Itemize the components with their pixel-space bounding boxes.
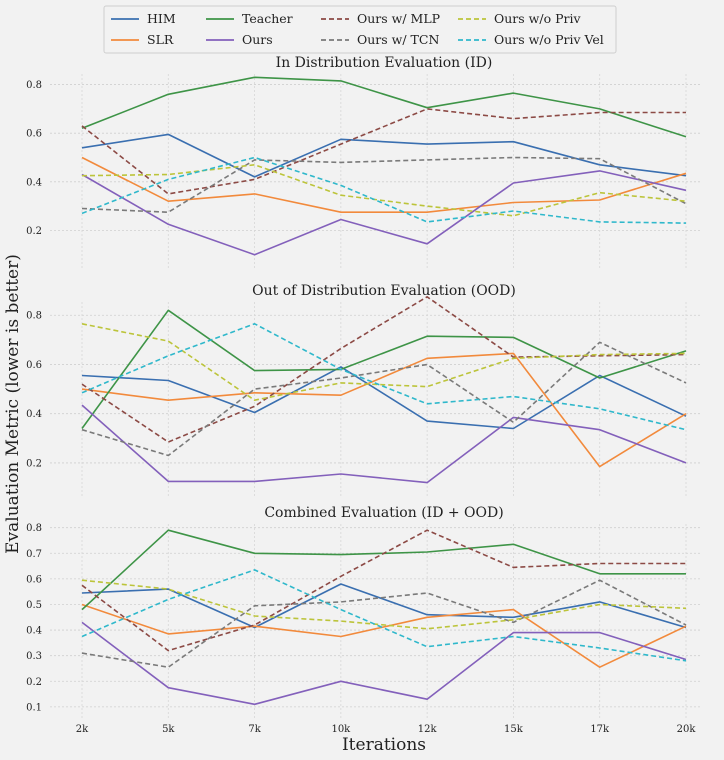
panel-3: Combined Evaluation (ID + OOD) 0.1 0.2 0.3 0… <box>26 505 700 735</box>
legend-label-ours: Ours <box>242 32 273 47</box>
x-tick-label: 10k <box>331 724 351 735</box>
legend-label-ours-w-o-priv-vel: Ours w/o Priv Vel <box>494 32 604 47</box>
x-tick-label: 2k <box>76 724 89 735</box>
series-line-ours-w-o-priv <box>81 164 687 217</box>
series-line-ours-w-tcn <box>81 156 687 213</box>
series-line-ours-w-o-priv <box>81 323 687 402</box>
series-line-slr <box>81 603 687 669</box>
legend-label-ours-w-mlp: Ours w/ MLP <box>357 11 440 26</box>
y-tick-label: 0.8 <box>26 80 42 91</box>
x-axis-label: Iterations <box>342 735 426 755</box>
series-line-slr <box>81 352 687 468</box>
series-line-him <box>81 366 687 430</box>
y-tick-label: 0.6 <box>26 360 42 371</box>
legend-label-slr: SLR <box>147 32 174 47</box>
y-tick-label: 0.7 <box>26 549 42 560</box>
series-line-slr <box>81 156 687 213</box>
x-tick-label: 12k <box>418 724 438 735</box>
legend-frame <box>103 5 617 54</box>
x-tick-label: 5k <box>162 724 175 735</box>
panel-title-3: Combined Evaluation (ID + OOD) <box>264 505 503 521</box>
panel-1: In Distribution Evaluation (ID) 0.2 0.4 0.6… <box>26 55 700 268</box>
x-tick-label: 20k <box>677 724 697 735</box>
y-tick-label: 0.2 <box>26 226 42 237</box>
x-tick-label: 15k <box>504 724 524 735</box>
y-tick-label: 0.2 <box>26 458 42 469</box>
x-tick-label: 17k <box>590 724 610 735</box>
y-tick-label: 0.1 <box>26 702 42 713</box>
series-line-ours <box>81 404 687 484</box>
series-line-ours-w-o-priv-vel <box>81 569 687 662</box>
legend-label-ours-w-o-priv: Ours w/o Priv <box>494 11 581 26</box>
series-line-him <box>81 583 687 629</box>
panel-title-1: In Distribution Evaluation (ID) <box>276 55 493 71</box>
legend-items: HIM SLR Teacher Ours Ours w/ MLP Ours w/ TCN O… <box>111 11 604 47</box>
legend-label-him: HIM <box>147 11 176 26</box>
y-axis-label: Evaluation Metric (lower is better) <box>3 254 23 554</box>
series-line-teacher <box>81 309 687 429</box>
series-line-ours-w-tcn <box>81 579 687 669</box>
y-tick-label: 0.6 <box>26 129 42 140</box>
series-line-ours <box>81 621 687 706</box>
series-line-ours-w-tcn <box>81 341 687 457</box>
legend-label-ours-w-tcn: Ours w/ TCN <box>357 32 439 47</box>
y-tick-label: 0.2 <box>26 677 42 688</box>
x-tick-label: 7k <box>248 724 261 735</box>
panel-title-2: Out of Distribution Evaluation (OOD) <box>252 283 516 299</box>
series-line-ours-w-o-priv-vel <box>81 322 687 431</box>
y-tick-label: 0.4 <box>26 626 42 637</box>
y-tick-label: 0.5 <box>26 600 42 611</box>
y-tick-label: 0.8 <box>26 311 42 322</box>
chart-panels: In Distribution Evaluation (ID) 0.2 0.4 0.6… <box>26 55 700 735</box>
panel-2: Out of Distribution Evaluation (OOD) 0.2 0… <box>26 283 700 496</box>
legend-label-teacher: Teacher <box>242 11 293 26</box>
y-tick-label: 0.8 <box>26 523 42 534</box>
series-line-teacher <box>81 76 687 138</box>
series-line-him <box>81 133 687 178</box>
y-tick-label: 0.3 <box>26 651 42 662</box>
series-line-ours-w-o-priv <box>81 579 687 630</box>
y-tick-label: 0.4 <box>26 409 42 420</box>
series-line-ours-w-o-priv-vel <box>81 156 687 224</box>
series-line-ours <box>81 170 687 256</box>
y-tick-label: 0.6 <box>26 574 42 585</box>
y-tick-label: 0.4 <box>26 177 42 188</box>
series-line-ours-w-mlp <box>81 108 686 195</box>
legend: HIM SLR Teacher Ours Ours w/ MLP Ours w/ TCN O… <box>103 5 617 54</box>
series-line-ours-w-mlp <box>81 529 686 652</box>
series-line-ours-w-mlp <box>81 295 687 443</box>
